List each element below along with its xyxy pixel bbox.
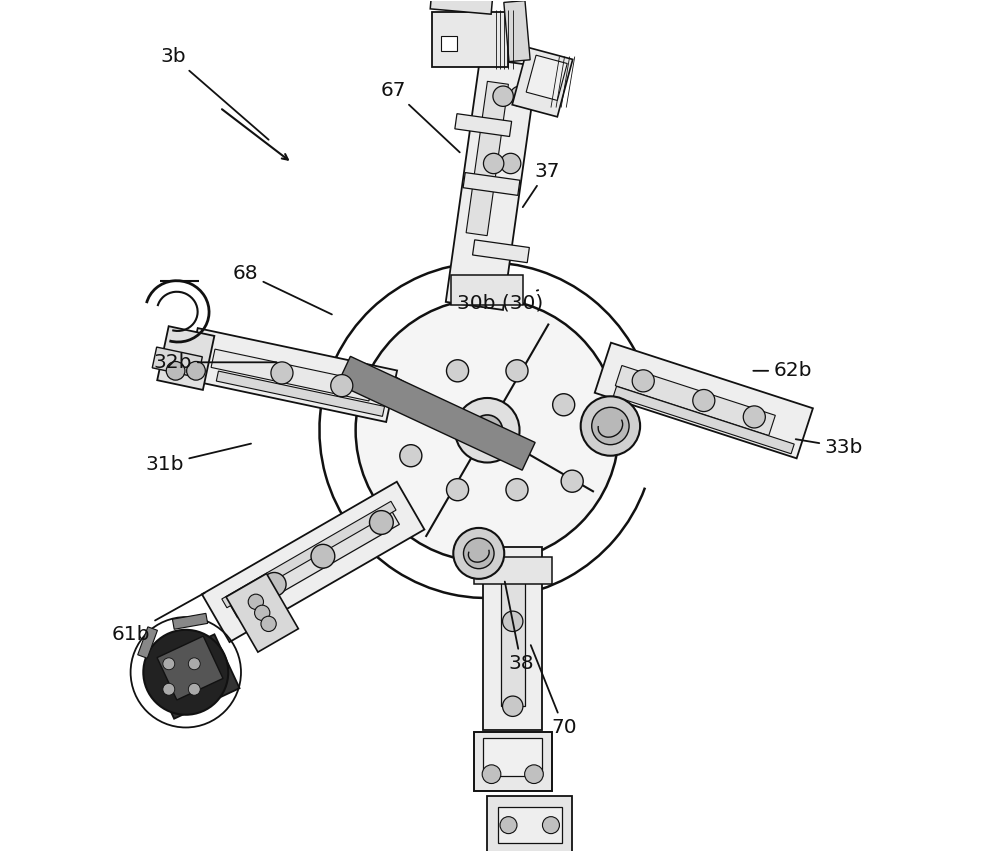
Circle shape <box>369 510 393 534</box>
Bar <box>441 36 457 51</box>
Bar <box>526 55 567 101</box>
Text: 33b: 33b <box>796 438 863 457</box>
Circle shape <box>255 605 270 620</box>
Circle shape <box>446 479 469 501</box>
Bar <box>613 386 794 454</box>
Text: 31b: 31b <box>145 444 251 474</box>
Bar <box>187 328 397 422</box>
Bar <box>501 570 525 706</box>
Bar <box>474 732 552 792</box>
Circle shape <box>271 362 293 384</box>
Circle shape <box>510 86 530 106</box>
Bar <box>157 636 223 700</box>
Bar <box>504 1 530 61</box>
Circle shape <box>463 538 494 568</box>
Text: 32b: 32b <box>154 353 276 371</box>
Text: 37: 37 <box>523 162 559 207</box>
Circle shape <box>331 375 353 397</box>
Bar <box>615 366 775 435</box>
Text: 30b (30): 30b (30) <box>457 291 543 313</box>
Circle shape <box>483 153 504 174</box>
Circle shape <box>561 470 583 492</box>
Bar <box>498 808 562 843</box>
Circle shape <box>188 658 200 670</box>
Bar <box>202 481 424 642</box>
Circle shape <box>453 528 504 579</box>
Text: 38: 38 <box>505 582 534 673</box>
Bar <box>463 173 520 195</box>
Bar <box>474 556 552 584</box>
Bar <box>211 349 373 401</box>
Text: 68: 68 <box>232 263 332 314</box>
Bar <box>466 81 508 236</box>
Text: 61b: 61b <box>111 593 205 643</box>
Circle shape <box>503 611 523 631</box>
Circle shape <box>581 396 640 456</box>
Bar <box>138 627 157 659</box>
Bar <box>483 738 542 776</box>
Bar <box>451 275 523 305</box>
Bar <box>595 343 813 458</box>
Circle shape <box>506 360 528 382</box>
Circle shape <box>446 360 469 382</box>
Circle shape <box>163 658 175 670</box>
Circle shape <box>482 765 501 784</box>
Bar <box>222 501 396 607</box>
Bar <box>512 48 573 117</box>
Circle shape <box>261 616 276 631</box>
Bar <box>473 240 529 262</box>
Circle shape <box>262 573 286 596</box>
Circle shape <box>592 407 629 445</box>
Bar <box>149 635 240 719</box>
Bar <box>227 506 399 618</box>
Bar <box>157 326 214 390</box>
Polygon shape <box>337 356 535 470</box>
Bar <box>483 547 542 729</box>
Bar <box>432 12 508 67</box>
Circle shape <box>506 479 528 501</box>
Circle shape <box>525 765 543 784</box>
Circle shape <box>163 683 175 695</box>
Circle shape <box>743 406 765 428</box>
Bar <box>226 573 298 652</box>
Circle shape <box>472 415 503 446</box>
Circle shape <box>542 817 559 833</box>
Text: 67: 67 <box>381 81 460 153</box>
Circle shape <box>632 370 654 392</box>
Text: 70: 70 <box>531 645 577 737</box>
Circle shape <box>143 630 228 715</box>
Text: 3b: 3b <box>160 47 269 140</box>
Circle shape <box>311 544 335 568</box>
Circle shape <box>553 394 575 416</box>
Circle shape <box>166 361 185 380</box>
Circle shape <box>400 445 422 467</box>
Bar <box>216 371 385 417</box>
Circle shape <box>500 817 517 833</box>
Bar <box>455 113 512 136</box>
Circle shape <box>500 153 521 174</box>
Bar <box>487 797 572 852</box>
Bar <box>446 58 537 310</box>
Circle shape <box>503 696 523 717</box>
Bar <box>172 613 208 630</box>
Circle shape <box>455 398 520 463</box>
Bar <box>152 347 202 377</box>
Circle shape <box>188 683 200 695</box>
Circle shape <box>693 389 715 412</box>
Circle shape <box>248 594 263 609</box>
Circle shape <box>356 298 619 561</box>
Text: 62b: 62b <box>753 361 812 380</box>
Bar <box>430 0 493 14</box>
Circle shape <box>493 86 513 106</box>
Circle shape <box>187 361 205 380</box>
